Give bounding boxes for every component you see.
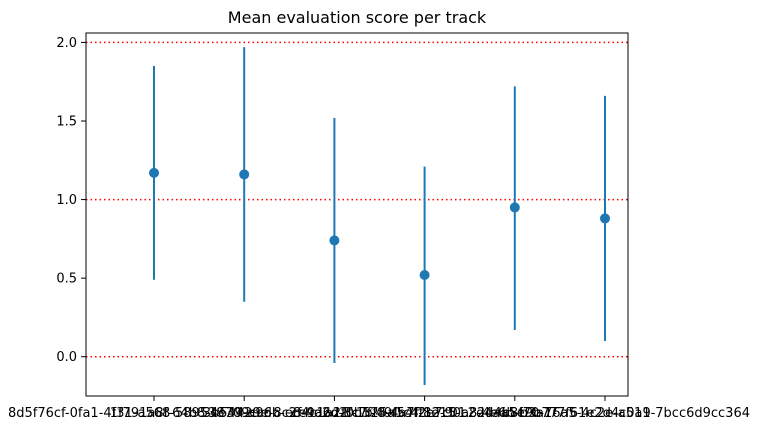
data-point-5: [600, 213, 610, 224]
error-bars: [153, 47, 606, 385]
x-tick-label-3: ce9a6d2f-1bf8-4a7f-8e15-c2d4aa5e9b77: [291, 406, 558, 421]
x-tick-label-0: 8d5f76cf-0fa1-4f31-a568-589538709cc6: [8, 406, 272, 421]
x-axis: 8d5f76cf-0fa1-4f31-a568-589538709cc61f79…: [8, 396, 750, 421]
y-tick-label-4: 2.0: [56, 36, 77, 51]
y-tick-label-3: 1.5: [56, 115, 77, 130]
reference-lines: [86, 41, 628, 358]
data-point-3: [419, 270, 430, 280]
data-point-0: [149, 167, 159, 178]
y-axis: 0.0 0.5 1.0 1.5 2.0: [56, 36, 86, 365]
plot-frame: [85, 32, 629, 397]
y-tick-label-0: 0.0: [56, 350, 77, 365]
data-point-1: [239, 169, 250, 180]
x-tick-label-1: 1f791a8f-64b8-4e39-a9db-e84c1a2f0b52: [110, 406, 379, 421]
data-point-2: [329, 235, 340, 246]
x-tick-label-5: 2d4b8f70-76a5-4c2e-a511-7bcc6d9cc364: [477, 406, 750, 421]
x-tick-label-4: 5a1c4f12-90a8-4e6b-b3a1-7f61e2d4c0a9: [379, 406, 651, 421]
x-tick-label-2: 3b54429e-8c2f-4d2d-8c7f-49f54f2e7c01: [203, 406, 466, 421]
data-point-4: [509, 202, 520, 213]
data-points: [149, 167, 610, 280]
y-tick-label-2: 1.0: [56, 193, 77, 208]
y-tick-label-1: 0.5: [56, 272, 77, 287]
chart-title: Mean evaluation score per track: [228, 8, 487, 27]
